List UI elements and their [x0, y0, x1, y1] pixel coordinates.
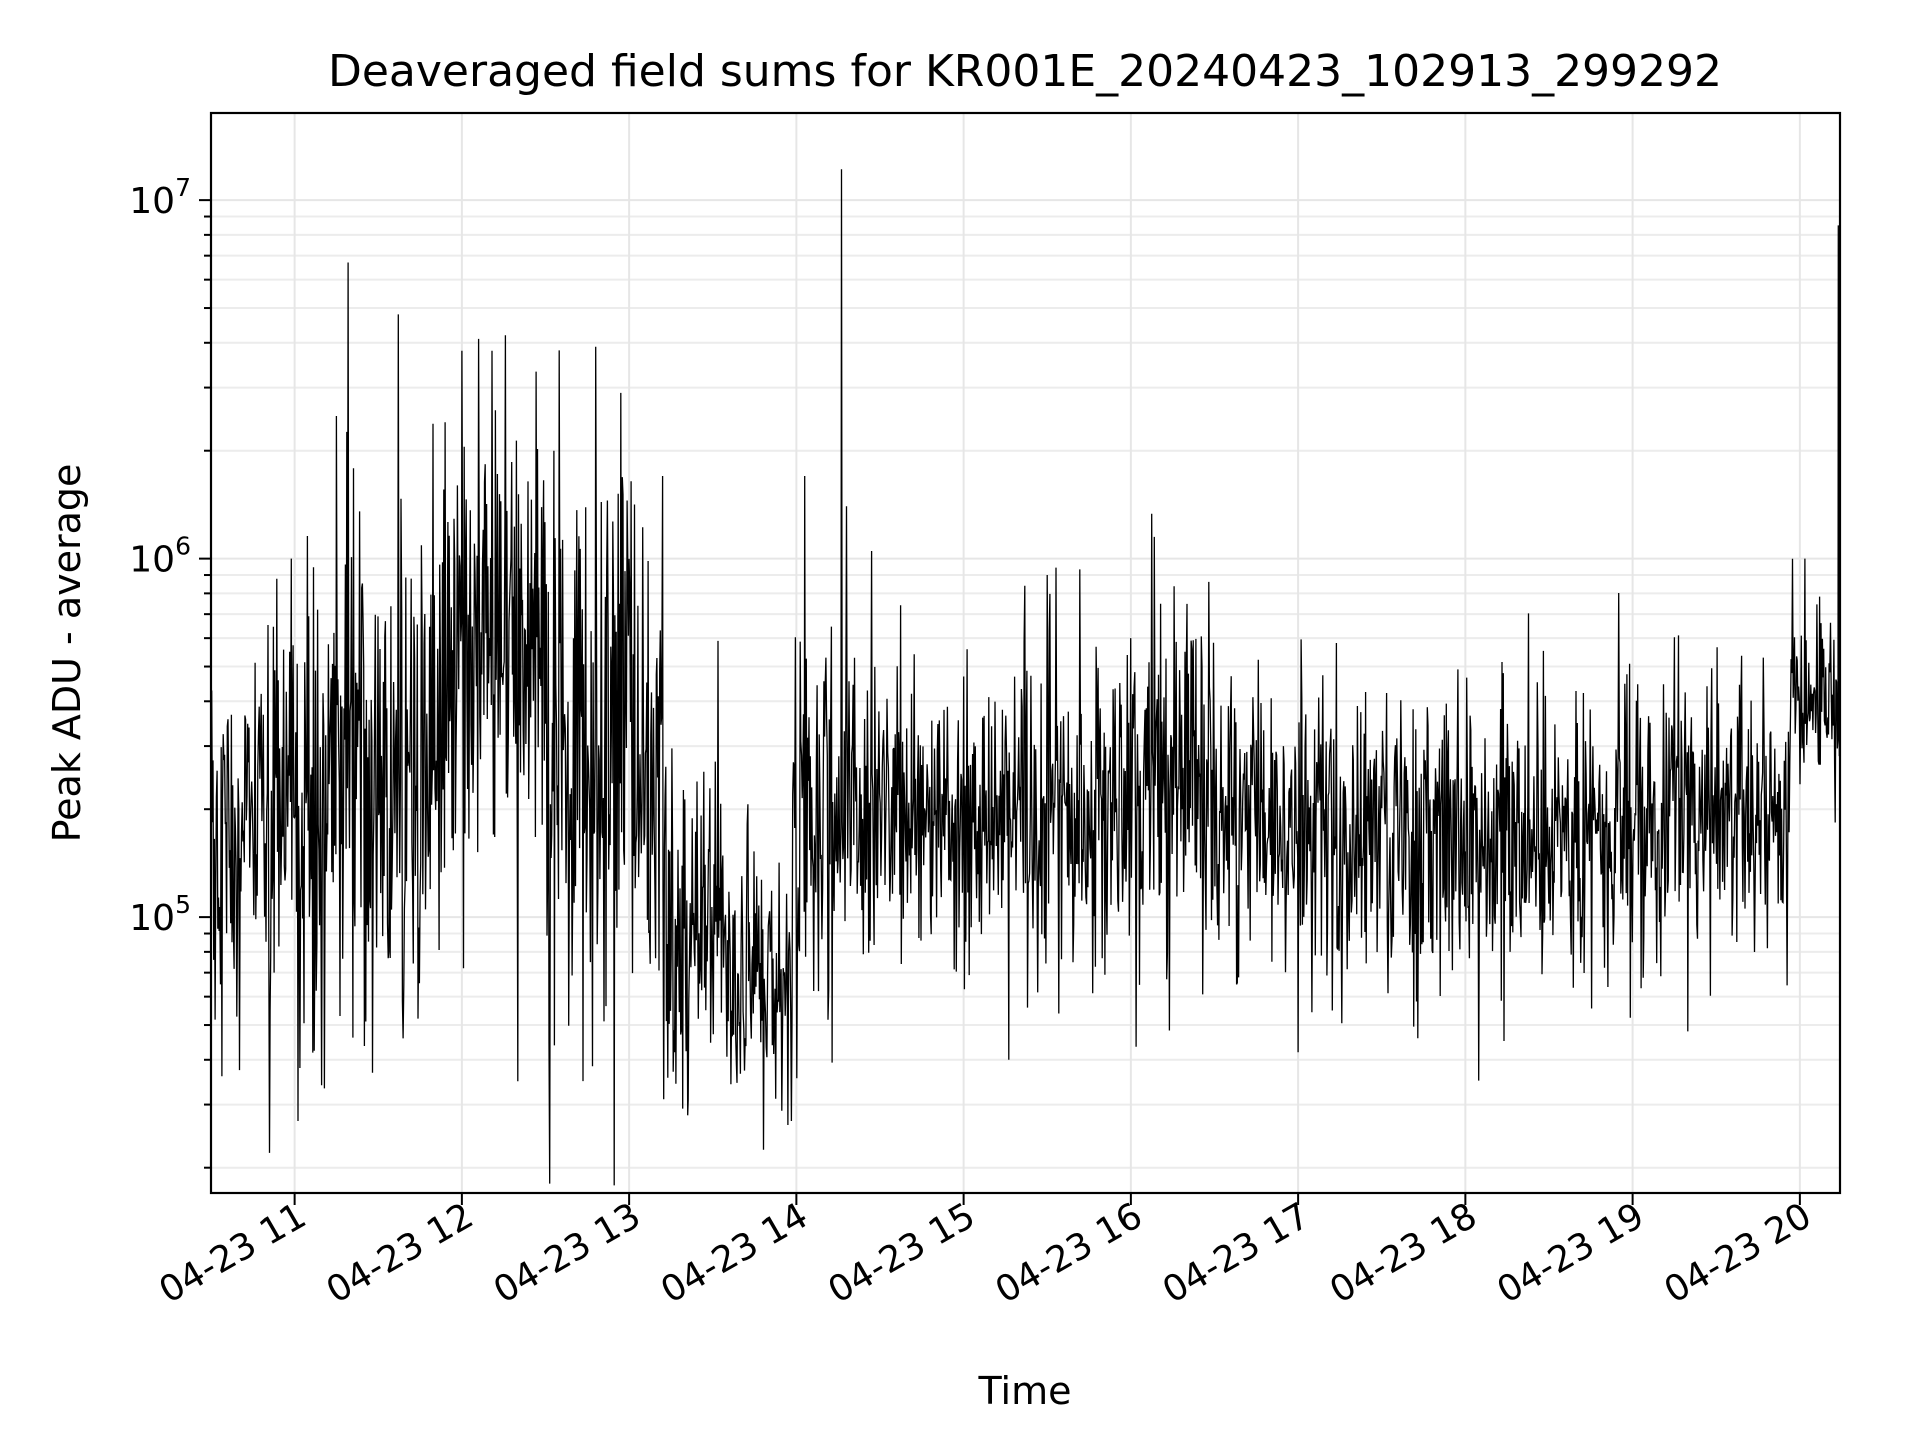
plot-frame: [209, 111, 1842, 1195]
x-tick-label: 04-23 15: [821, 1195, 982, 1311]
x-tick-label: 04-23 19: [1490, 1195, 1651, 1311]
x-tick-label: 04-23 13: [487, 1195, 648, 1311]
y-axis-label: Peak ADU - average: [45, 464, 89, 843]
x-tick-label: 04-23 16: [989, 1195, 1150, 1311]
series-line: [210, 169, 1841, 1186]
y-tick-label: 107: [129, 173, 191, 222]
x-tick-label: 04-23 20: [1658, 1195, 1819, 1311]
series: [210, 169, 1841, 1186]
x-tick-label: 04-23 18: [1323, 1195, 1484, 1311]
x-tick-label: 04-23 12: [320, 1195, 481, 1311]
y-tick-label: 106: [129, 532, 191, 581]
chart-title: Deaveraged field sums for KR001E_2024042…: [328, 46, 1722, 97]
x-tick-label: 04-23 14: [654, 1195, 815, 1311]
x-tick-label: 04-23 11: [152, 1195, 313, 1311]
y-tick-label: 105: [129, 890, 191, 939]
x-tick-label: 04-23 17: [1156, 1195, 1317, 1311]
x-axis-label: Time: [978, 1369, 1072, 1413]
